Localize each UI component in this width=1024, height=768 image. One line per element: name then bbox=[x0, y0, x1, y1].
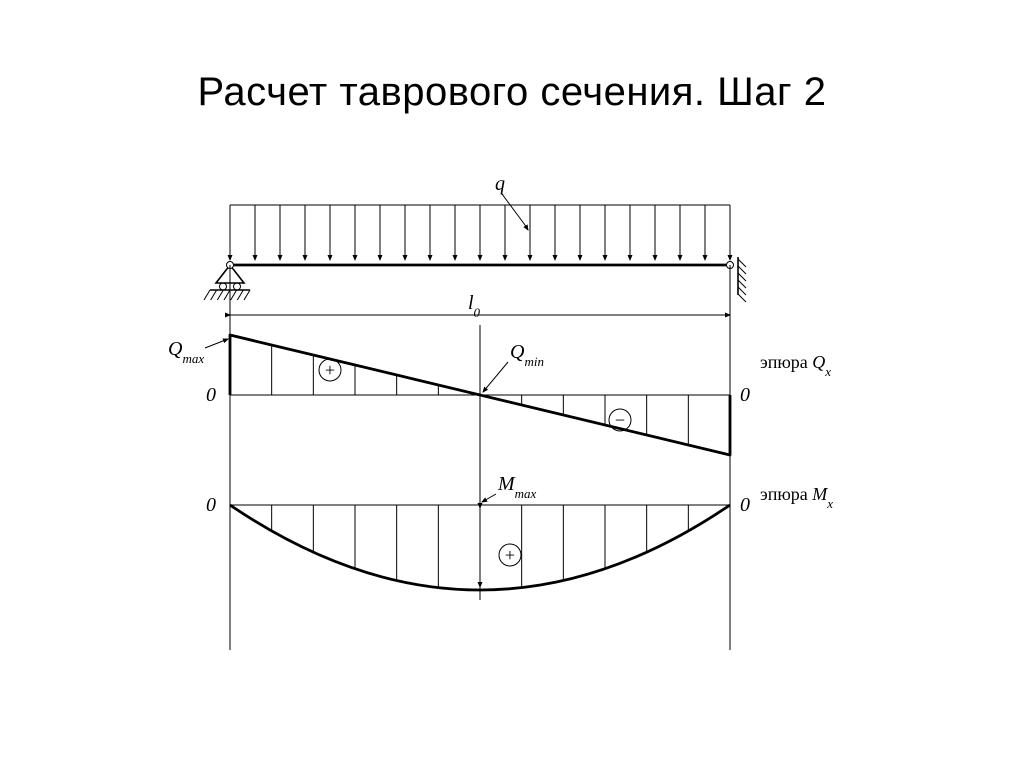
page-title: Расчет таврового сечения. Шаг 2 bbox=[0, 70, 1024, 115]
svg-text:0: 0 bbox=[740, 494, 750, 516]
svg-text:0: 0 bbox=[206, 494, 216, 516]
svg-text:эпюра Mx: эпюра Mx bbox=[760, 484, 833, 511]
svg-text:0: 0 bbox=[740, 384, 750, 406]
beam-diagram: ql000+−QmaxQminэпюра Qx00+Mmaxэпюра Mx bbox=[150, 170, 850, 670]
svg-text:+: + bbox=[325, 360, 335, 380]
svg-text:Qmin: Qmin bbox=[510, 341, 544, 369]
svg-text:Qmax: Qmax bbox=[168, 338, 204, 366]
svg-text:−: − bbox=[615, 410, 625, 430]
svg-text:q: q bbox=[495, 173, 505, 195]
svg-text:+: + bbox=[505, 545, 515, 565]
svg-text:Mmax: Mmax bbox=[497, 473, 537, 501]
svg-text:эпюра Qx: эпюра Qx bbox=[760, 352, 831, 379]
svg-text:0: 0 bbox=[206, 384, 216, 406]
